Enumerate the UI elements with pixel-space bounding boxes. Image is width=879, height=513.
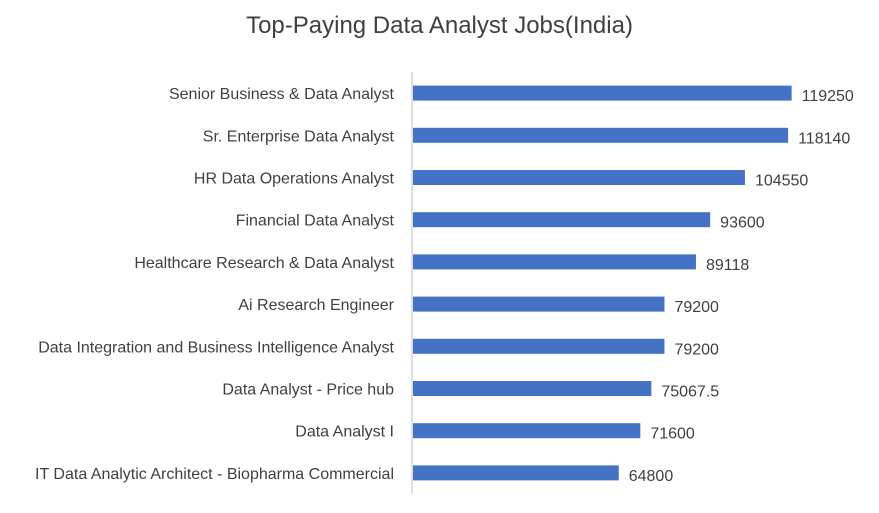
data-label: 119250 xyxy=(802,88,854,105)
bar xyxy=(413,254,696,270)
data-label: 93600 xyxy=(720,215,765,232)
data-label: 71600 xyxy=(650,426,695,443)
data-label: 118140 xyxy=(798,130,850,147)
data-label: 64800 xyxy=(629,468,674,485)
category-label: Healthcare Research & Data Analyst xyxy=(134,255,394,272)
category-label: Data Analyst - Price hub xyxy=(222,382,394,399)
bar xyxy=(413,127,789,143)
bar xyxy=(413,381,652,396)
category-label: Financial Data Analyst xyxy=(236,213,395,230)
data-label: 79200 xyxy=(674,341,719,358)
data-label: 79200 xyxy=(674,299,719,316)
category-label: IT Data Analytic Architect - Biopharma C… xyxy=(35,466,394,483)
data-label: 104550 xyxy=(755,173,808,190)
bar xyxy=(413,338,665,354)
bar xyxy=(413,423,641,439)
category-label: Ai Research Engineer xyxy=(238,297,394,314)
category-label: Senior Business & Data Analyst xyxy=(169,86,395,103)
category-label: Data Analyst I xyxy=(295,424,394,441)
bar xyxy=(413,85,792,101)
bar xyxy=(413,170,745,185)
category-label: Data Integration and Business Intelligen… xyxy=(38,339,394,356)
category-label: HR Data Operations Analyst xyxy=(194,171,395,188)
bar xyxy=(413,296,665,312)
data-label: 75067.5 xyxy=(661,384,719,401)
chart-title: Top-Paying Data Analyst Jobs(India) xyxy=(246,12,633,39)
bars-layer: Senior Business & Data Analyst 119250 Sr. … xyxy=(35,85,854,485)
bar xyxy=(413,465,619,481)
data-label: 89118 xyxy=(706,257,749,274)
bar xyxy=(413,212,711,228)
category-label: Sr. Enterprise Data Analyst xyxy=(203,128,395,145)
